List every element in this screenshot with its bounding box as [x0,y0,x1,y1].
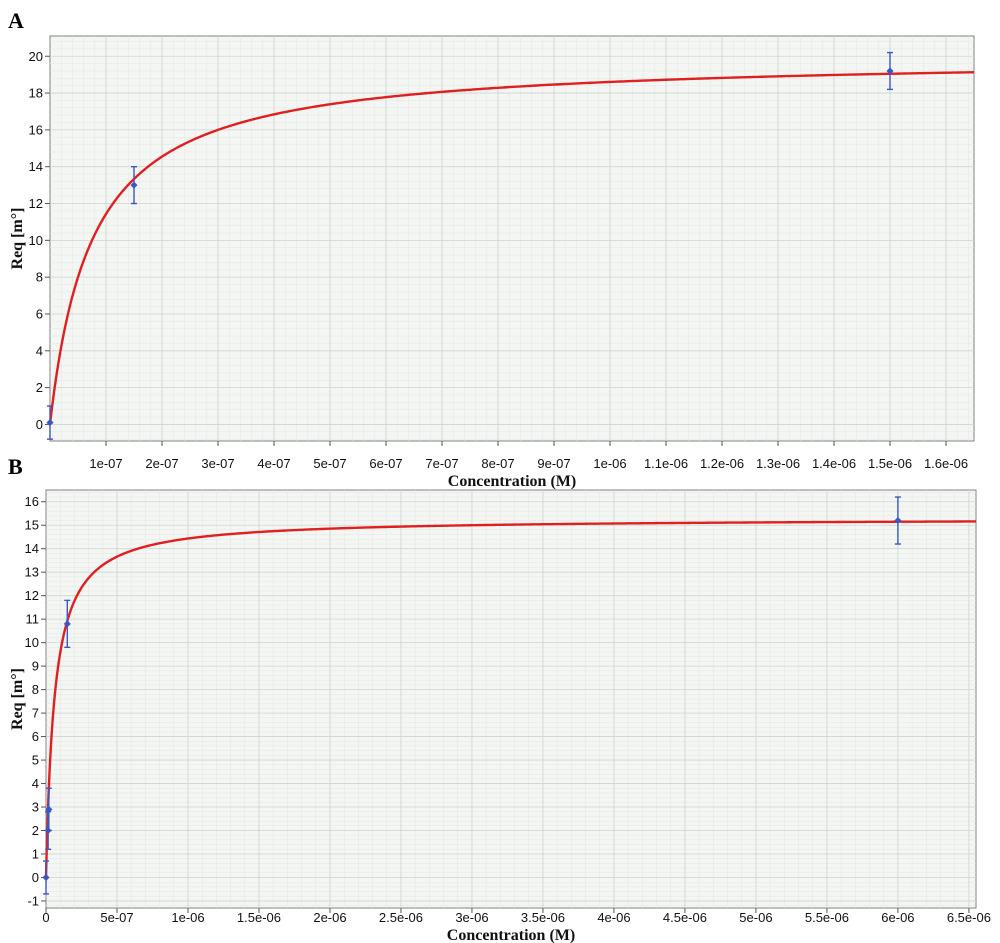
x-tick-label: 2e-06 [313,910,346,925]
x-axis-label: Concentration (M) [448,473,576,490]
y-tick-label: 12 [25,588,39,603]
x-tick-label: 1.5e-06 [237,910,281,925]
y-tick-label: 4 [32,776,39,791]
data-point [45,787,53,832]
y-tick-label: 12 [29,196,43,211]
y-tick-label: 13 [25,565,39,580]
panel-label: A [8,8,24,33]
y-tick-label: 16 [29,122,43,137]
y-tick-label: 16 [25,494,39,509]
y-tick-label: 3 [32,800,39,815]
y-tick-label: 10 [25,635,39,650]
x-tick-label: 2e-07 [145,456,178,471]
x-tick-label: 4e-07 [257,456,290,471]
x-tick-label: 3e-06 [455,910,488,925]
x-tick-label: 1.4e-06 [812,456,856,471]
x-tick-label: 5e-07 [313,456,346,471]
data-point [46,405,54,440]
x-tick-label: 9e-07 [537,456,570,471]
x-tick-label: 3.5e-06 [521,910,565,925]
y-tick-label: 2 [36,380,43,395]
point-marker [63,620,71,628]
y-tick-label: 15 [25,518,39,533]
x-tick-label: 1.3e-06 [756,456,800,471]
fit-curve [48,71,975,425]
y-tick-label: 7 [32,706,39,721]
x-tick-label: 5e-06 [739,910,772,925]
point-marker [894,516,902,525]
x-tick-label: 3e-07 [201,456,234,471]
y-tick-label: 6 [32,729,39,744]
y-tick-label: 14 [29,159,43,174]
data-point [886,51,894,91]
y-tick-label: 8 [32,682,39,697]
x-tick-label: 4.5e-06 [663,910,707,925]
x-tick-label: 1.6e-06 [924,456,968,471]
chart-panel-b: 0 5e-07 1e-06 1.5e-06 2e-06 2.5e-06 3e-06 3.5e-… [8,454,991,943]
chart-panel-a: 1e-07 2e-07 3e-07 4e-07 5e-07 6e-07 7e-07 8e-07… [8,8,975,490]
panel-label: B [8,454,23,479]
major-grid [50,36,974,441]
x-tick-label: 5.5e-06 [805,910,849,925]
data-point [42,860,50,895]
data-point [894,496,902,545]
point-marker [130,181,138,189]
fit-curve [44,520,977,878]
y-tick-label: 18 [29,86,43,101]
x-axis-label: Concentration (M) [447,927,575,943]
y-tick-label: 6 [36,306,43,321]
point-marker [42,873,50,882]
x-tick-label: 0 [42,910,49,925]
plot-area [49,35,975,442]
y-tick-label: 0 [32,870,39,885]
x-tick-label: 7e-07 [425,456,458,471]
y-tick-label: 9 [32,659,39,674]
y-tick-label: 10 [29,233,43,248]
y-tick-label: 14 [25,541,39,556]
data-point [63,599,71,649]
y-tick-label: 11 [26,612,40,627]
y-tick-label: 4 [36,343,43,358]
x-tick-label: 1e-06 [593,456,626,471]
x-tick-label: 6.5e-06 [947,910,991,925]
y-tick-label: 1 [32,846,39,861]
x-tick-label: 1.2e-06 [700,456,744,471]
y-tick-label: 5 [32,753,39,768]
point-marker [46,419,54,427]
x-tick-label: 1.5e-06 [868,456,912,471]
x-tick-label: 1e-07 [89,456,122,471]
y-tick-label: 20 [29,49,43,64]
y-tick-label: 2 [32,823,39,838]
y-axis-label: Req [m°] [9,208,26,270]
data-point [130,166,138,205]
y-axis-label: Req [m°] [9,668,26,730]
y-tick-label: -1 [27,893,39,908]
x-tick-label: 1e-06 [171,910,204,925]
x-tick-label: 6e-06 [881,910,914,925]
major-grid [46,490,976,908]
x-tick-label: 4e-06 [597,910,630,925]
x-tick-label: 6e-07 [369,456,402,471]
x-tick-label: 2.5e-06 [379,910,423,925]
x-tick-label: 1.1e-06 [644,456,688,471]
x-tick-label: 5e-07 [100,910,133,925]
y-tick-label: 0 [36,417,43,432]
point-marker [886,67,894,75]
point-marker [45,805,53,813]
y-tick-label: 8 [36,270,43,285]
x-tick-label: 8e-07 [481,456,514,471]
